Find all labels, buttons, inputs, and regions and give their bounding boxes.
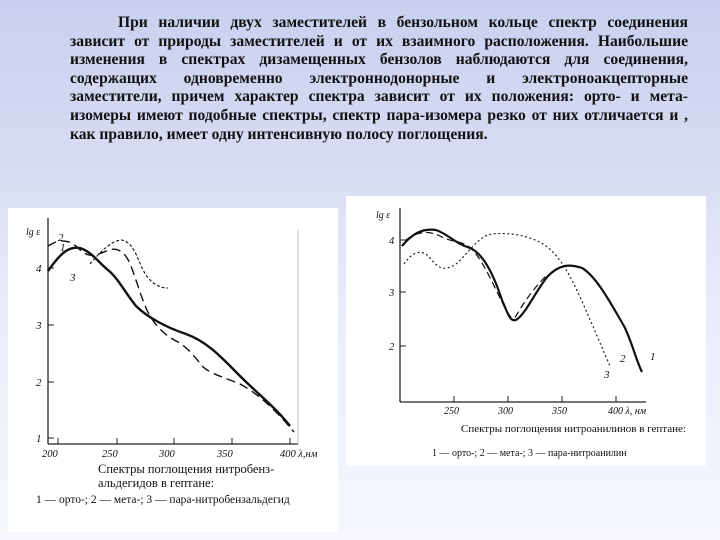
curve-label: 2 <box>58 232 64 244</box>
figure1-caption-items: 1 — орто-; 2 — мета-; 3 — пара-нитробенз… <box>36 494 290 506</box>
curve-label: 1 <box>60 242 66 254</box>
y-axis-title: lg ε <box>26 227 40 238</box>
figure2-plot: lg ε 4 3 2 250 300 350 400 λ, нм 2 3 1 <box>376 208 656 417</box>
x-tick-label: 300 <box>158 449 176 460</box>
figure-nitroaniline-spectra: lg ε 4 3 2 250 300 350 400 λ, нм 2 3 1 С… <box>346 196 706 466</box>
x-tick-label: 250 <box>102 449 119 460</box>
body-paragraph: При наличии двух заместителей в бензольн… <box>70 14 688 143</box>
figure1-plot: lg ε 4 3 2 1 200 250 300 350 400 λ,нм 2 … <box>26 218 318 460</box>
x-tick-label: 300 <box>497 406 513 417</box>
x-tick-label: 400 λ,нм <box>280 449 318 460</box>
figure-nitrobenzaldehyde-spectra: lg ε 4 3 2 1 200 250 300 350 400 λ,нм 2 … <box>8 208 338 532</box>
curve-label: 2 <box>620 353 626 365</box>
x-tick-label: 400 λ, нм <box>608 406 647 417</box>
curve-3-para <box>403 232 611 367</box>
x-tick-label: 250 <box>444 406 459 417</box>
curve-label: 3 <box>603 369 610 381</box>
y-axis-title: lg ε <box>376 210 390 221</box>
x-tick-label: 350 <box>551 406 567 417</box>
y-tick-label: 2 <box>389 342 395 353</box>
x-tick-label: 350 <box>216 449 234 460</box>
y-tick-label: 4 <box>389 236 395 247</box>
figure2-caption-items: 1 — орто-; 2 — мета-; 3 — пара-нитроанил… <box>432 448 627 459</box>
curve-3-para <box>89 239 169 289</box>
figure1-caption: Спектры поглощения нитробенз-альдегидов … <box>98 462 275 490</box>
y-tick-label: 4 <box>36 263 42 275</box>
y-tick-label: 3 <box>388 288 394 299</box>
figure2-caption: Спектры поглощения нитроанилинов в гепта… <box>461 423 686 435</box>
curve-1-ortho <box>47 246 291 427</box>
x-tick-label: 200 <box>42 449 59 460</box>
curve-label: 3 <box>69 272 76 284</box>
y-tick-label: 1 <box>36 433 42 445</box>
curve-1-ortho <box>401 228 643 373</box>
curve-2-meta <box>47 240 295 433</box>
y-tick-label: 2 <box>36 377 42 389</box>
curve-label: 1 <box>650 351 656 363</box>
y-tick-label: 3 <box>35 320 42 332</box>
curve-2-meta <box>405 231 547 319</box>
